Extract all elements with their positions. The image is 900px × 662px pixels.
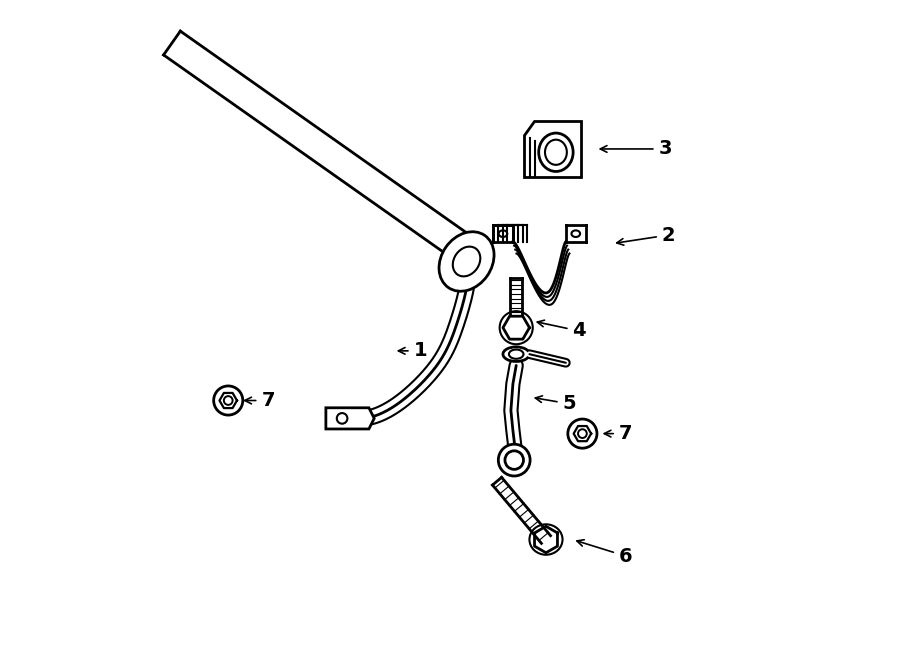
Text: 7: 7 xyxy=(604,424,633,443)
Polygon shape xyxy=(525,120,580,177)
Circle shape xyxy=(568,419,597,448)
Text: 6: 6 xyxy=(577,540,633,565)
Text: 7: 7 xyxy=(245,391,274,410)
Text: 4: 4 xyxy=(537,320,586,340)
Text: 5: 5 xyxy=(536,395,576,413)
Text: 1: 1 xyxy=(399,342,427,360)
Text: 2: 2 xyxy=(616,226,676,245)
Polygon shape xyxy=(326,408,374,429)
Circle shape xyxy=(213,386,243,415)
Ellipse shape xyxy=(439,232,494,291)
Ellipse shape xyxy=(499,444,530,476)
Text: 3: 3 xyxy=(600,140,672,158)
Ellipse shape xyxy=(503,347,529,361)
